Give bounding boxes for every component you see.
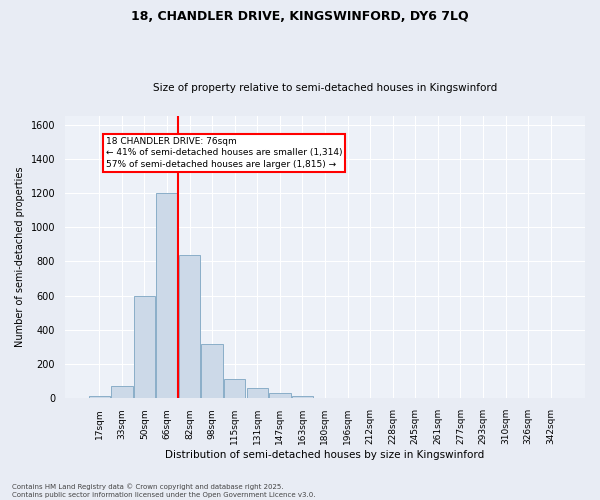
X-axis label: Distribution of semi-detached houses by size in Kingswinford: Distribution of semi-detached houses by …: [166, 450, 485, 460]
Bar: [202, 344, 223, 399]
Y-axis label: Number of semi-detached properties: Number of semi-detached properties: [15, 167, 25, 348]
Bar: [269, 393, 290, 398]
Bar: [89, 396, 110, 398]
Bar: [247, 388, 268, 398]
Text: 18, CHANDLER DRIVE, KINGSWINFORD, DY6 7LQ: 18, CHANDLER DRIVE, KINGSWINFORD, DY6 7L…: [131, 10, 469, 23]
Bar: [179, 254, 200, 398]
Bar: [111, 386, 133, 398]
Title: Size of property relative to semi-detached houses in Kingswinford: Size of property relative to semi-detach…: [153, 83, 497, 93]
Bar: [224, 378, 245, 398]
Bar: [134, 296, 155, 399]
Text: 18 CHANDLER DRIVE: 76sqm
← 41% of semi-detached houses are smaller (1,314)
57% o: 18 CHANDLER DRIVE: 76sqm ← 41% of semi-d…: [106, 136, 343, 169]
Bar: [292, 396, 313, 398]
Text: Contains HM Land Registry data © Crown copyright and database right 2025.
Contai: Contains HM Land Registry data © Crown c…: [12, 484, 316, 498]
Bar: [156, 193, 178, 398]
